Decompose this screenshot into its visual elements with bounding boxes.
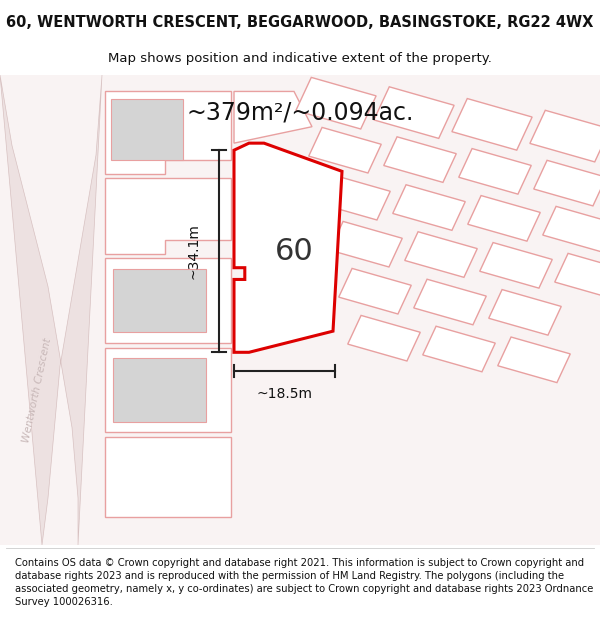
Polygon shape: [330, 221, 402, 267]
Polygon shape: [252, 156, 329, 325]
Polygon shape: [530, 110, 600, 162]
Polygon shape: [105, 348, 231, 432]
Text: ~18.5m: ~18.5m: [256, 387, 313, 401]
Polygon shape: [113, 358, 206, 422]
Polygon shape: [423, 326, 495, 372]
Polygon shape: [468, 196, 540, 241]
Polygon shape: [348, 316, 420, 361]
Polygon shape: [339, 268, 411, 314]
Text: ~379m²/~0.094ac.: ~379m²/~0.094ac.: [187, 101, 413, 124]
Polygon shape: [105, 258, 231, 343]
Polygon shape: [0, 75, 102, 545]
Polygon shape: [318, 174, 390, 220]
Text: Contains OS data © Crown copyright and database right 2021. This information is : Contains OS data © Crown copyright and d…: [15, 558, 593, 608]
Polygon shape: [374, 87, 454, 138]
Text: 60: 60: [275, 237, 313, 266]
Polygon shape: [534, 160, 600, 206]
Polygon shape: [105, 437, 231, 517]
Polygon shape: [489, 289, 561, 335]
Polygon shape: [405, 232, 477, 278]
Polygon shape: [105, 178, 231, 254]
Polygon shape: [555, 253, 600, 299]
Polygon shape: [543, 206, 600, 252]
Text: ~34.1m: ~34.1m: [187, 223, 201, 279]
Polygon shape: [414, 279, 486, 325]
Polygon shape: [498, 337, 570, 382]
Polygon shape: [384, 137, 456, 182]
Polygon shape: [234, 143, 342, 352]
Polygon shape: [0, 75, 600, 545]
Text: Wentworth Crescent: Wentworth Crescent: [21, 337, 53, 443]
Text: 60, WENTWORTH CRESCENT, BEGGARWOOD, BASINGSTOKE, RG22 4WX: 60, WENTWORTH CRESCENT, BEGGARWOOD, BASI…: [7, 15, 593, 30]
Polygon shape: [452, 99, 532, 150]
Polygon shape: [296, 78, 376, 129]
Polygon shape: [309, 127, 381, 173]
Polygon shape: [234, 91, 312, 143]
Polygon shape: [459, 149, 531, 194]
Polygon shape: [113, 269, 206, 332]
Polygon shape: [111, 99, 183, 159]
Text: Map shows position and indicative extent of the property.: Map shows position and indicative extent…: [108, 52, 492, 65]
Polygon shape: [393, 185, 465, 231]
Polygon shape: [105, 91, 231, 174]
Polygon shape: [480, 242, 552, 288]
